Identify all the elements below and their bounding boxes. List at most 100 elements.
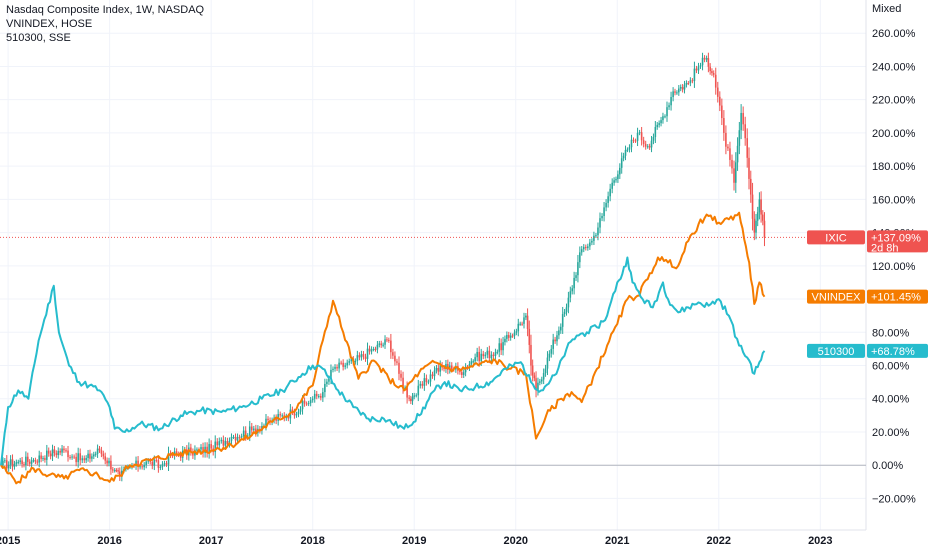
scale-mode-label[interactable]: Mixed [872,3,902,15]
candle-body [214,441,217,453]
candle-body [394,355,396,362]
candle-body [736,145,739,163]
candle-body [546,357,549,369]
candle-body [117,470,119,472]
candle-body [738,130,741,146]
candle-body [496,351,499,353]
candle-body [584,246,587,249]
price-tags: IXIC +137.09%2d 8h VNINDEX +101.45% 510300 +6… [807,230,928,358]
candle-body [662,116,664,121]
time-tick-label: 2023 [808,535,832,547]
candle-body [65,450,67,452]
candle-body [628,147,631,150]
candle-body [528,328,531,345]
candle-body [535,378,537,391]
candle-body [281,415,284,417]
candle-body [161,464,164,467]
candle-body [356,355,359,361]
candle-body [674,91,676,93]
candle-body [36,461,39,463]
candle-body [723,118,725,133]
candle-body [53,449,56,454]
price-tick-label: 40.00% [872,394,910,406]
candle-body [384,339,386,345]
candle-body [151,461,154,466]
candle-body [577,262,579,276]
candle-body [38,455,41,463]
candle-body [443,367,445,369]
candle-body [305,403,308,405]
candle-body [106,460,108,464]
candle-body [445,363,447,369]
candle-body [317,396,320,398]
candle-body [670,97,672,106]
candle-body [115,470,118,472]
candle-body [761,214,764,221]
candle-body [515,331,518,333]
candle-body [474,357,476,362]
candle-body [141,466,143,468]
vnindex-value-tag [867,289,928,304]
candle-body [565,307,568,312]
candle-body [2,460,4,466]
candle-body [464,367,467,373]
candle-body [360,354,363,358]
candle-body [695,68,698,71]
candle-body [265,418,267,426]
candle-body [634,140,637,142]
candle-body [366,348,369,359]
candle-body [110,460,112,470]
candle-body [703,57,706,60]
candle-body [94,453,97,455]
candle-body [9,459,12,465]
candle-body [542,373,545,380]
candle-body [338,362,340,369]
candle-body [279,414,282,416]
candle-body [719,96,721,106]
candle-body [85,458,87,461]
candle-body [287,416,290,419]
candle-body [714,74,717,88]
candle-body [740,112,742,131]
candle-body [734,162,737,183]
candle-body [248,426,251,436]
candle-body [51,449,54,457]
candle-body [21,460,23,465]
series-vnindex-line [0,211,766,485]
candle-body [19,460,21,462]
candle-body [83,458,86,461]
candle-body [309,400,312,404]
legend-main-symbol[interactable]: Nasdaq Composite Index, 1W, NASDAQ [6,4,205,16]
candle-body [658,123,660,125]
candle-body [348,361,351,363]
candle-body [575,275,577,278]
time-tick-label: 2017 [199,535,223,547]
candle-body [232,436,235,438]
candle-body [552,339,554,349]
sse-name-tag [807,343,865,358]
candle-body [582,246,585,250]
candle-body [340,362,342,364]
candle-body [413,395,416,397]
price-tick-label: 60.00% [872,361,910,373]
legend-compare-vnindex[interactable]: VNINDEX, HOSE [6,18,93,30]
candle-body [299,409,302,412]
candle-body [386,339,388,341]
legend-compare-510300[interactable]: 510300, SSE [6,32,71,44]
candle-body [91,456,93,459]
chart-legend: Nasdaq Composite Index, 1W, NASDAQ VNIND… [6,3,204,45]
candle-body [593,235,595,241]
vnindex-name-text: VNINDEX [812,292,862,304]
time-axis-labels: 2015 2016 2017 2018 2019 2020 2021 2022 2023 [0,535,833,547]
candle-body [59,450,61,453]
candle-body [336,366,338,369]
series-510300-line [0,256,766,466]
candle-body [756,212,759,221]
candle-body [378,343,381,345]
candle-body [569,291,572,298]
candle-body [492,354,495,356]
candle-body [190,447,192,452]
candle-body [622,155,625,159]
candle-body [763,220,766,238]
